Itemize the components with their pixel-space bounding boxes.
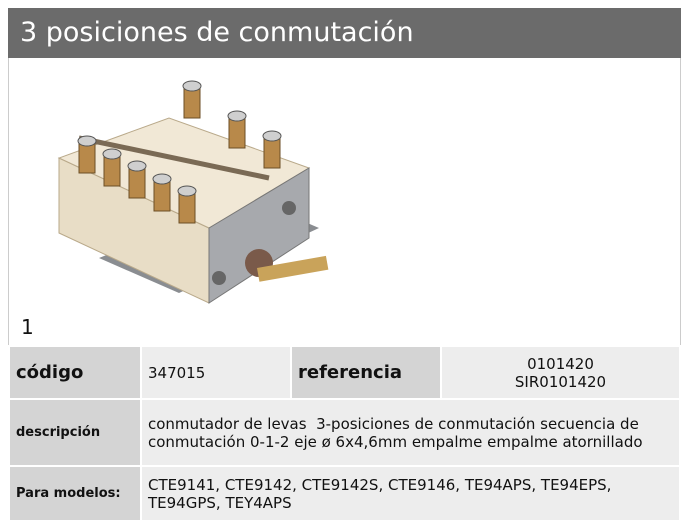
product-image xyxy=(57,80,329,304)
image-label: 1 xyxy=(21,315,34,339)
value-cell: 347015 xyxy=(140,345,292,400)
value-cell: conmutador de levas 3-posiciones de conm… xyxy=(140,398,681,467)
label-cell: Para modelos: xyxy=(8,465,142,522)
reference-line: SIR0101420 xyxy=(514,372,607,391)
value-cell: 0101420 SIR0101420 xyxy=(440,345,681,400)
label-cell: referencia xyxy=(290,345,442,400)
label-cell: código xyxy=(8,345,142,400)
spec-table: código 347015 referencia 0101420 SIR0101… xyxy=(8,345,681,522)
reference-line: 0101420 xyxy=(527,354,594,373)
row: código 347015 referencia 0101420 SIR0101… xyxy=(8,345,681,400)
row: Para modelos: CTE9141, CTE9142, CTE9142S… xyxy=(8,465,681,522)
value-cell: CTE9141, CTE9142, CTE9142S, CTE9146, TE9… xyxy=(140,465,681,522)
product-image-area: 1 xyxy=(8,58,681,345)
row: descripción conmutador de levas 3-posici… xyxy=(8,398,681,467)
label-cell: descripción xyxy=(8,398,142,467)
page-title: 3 posiciones de conmutación xyxy=(8,8,681,58)
